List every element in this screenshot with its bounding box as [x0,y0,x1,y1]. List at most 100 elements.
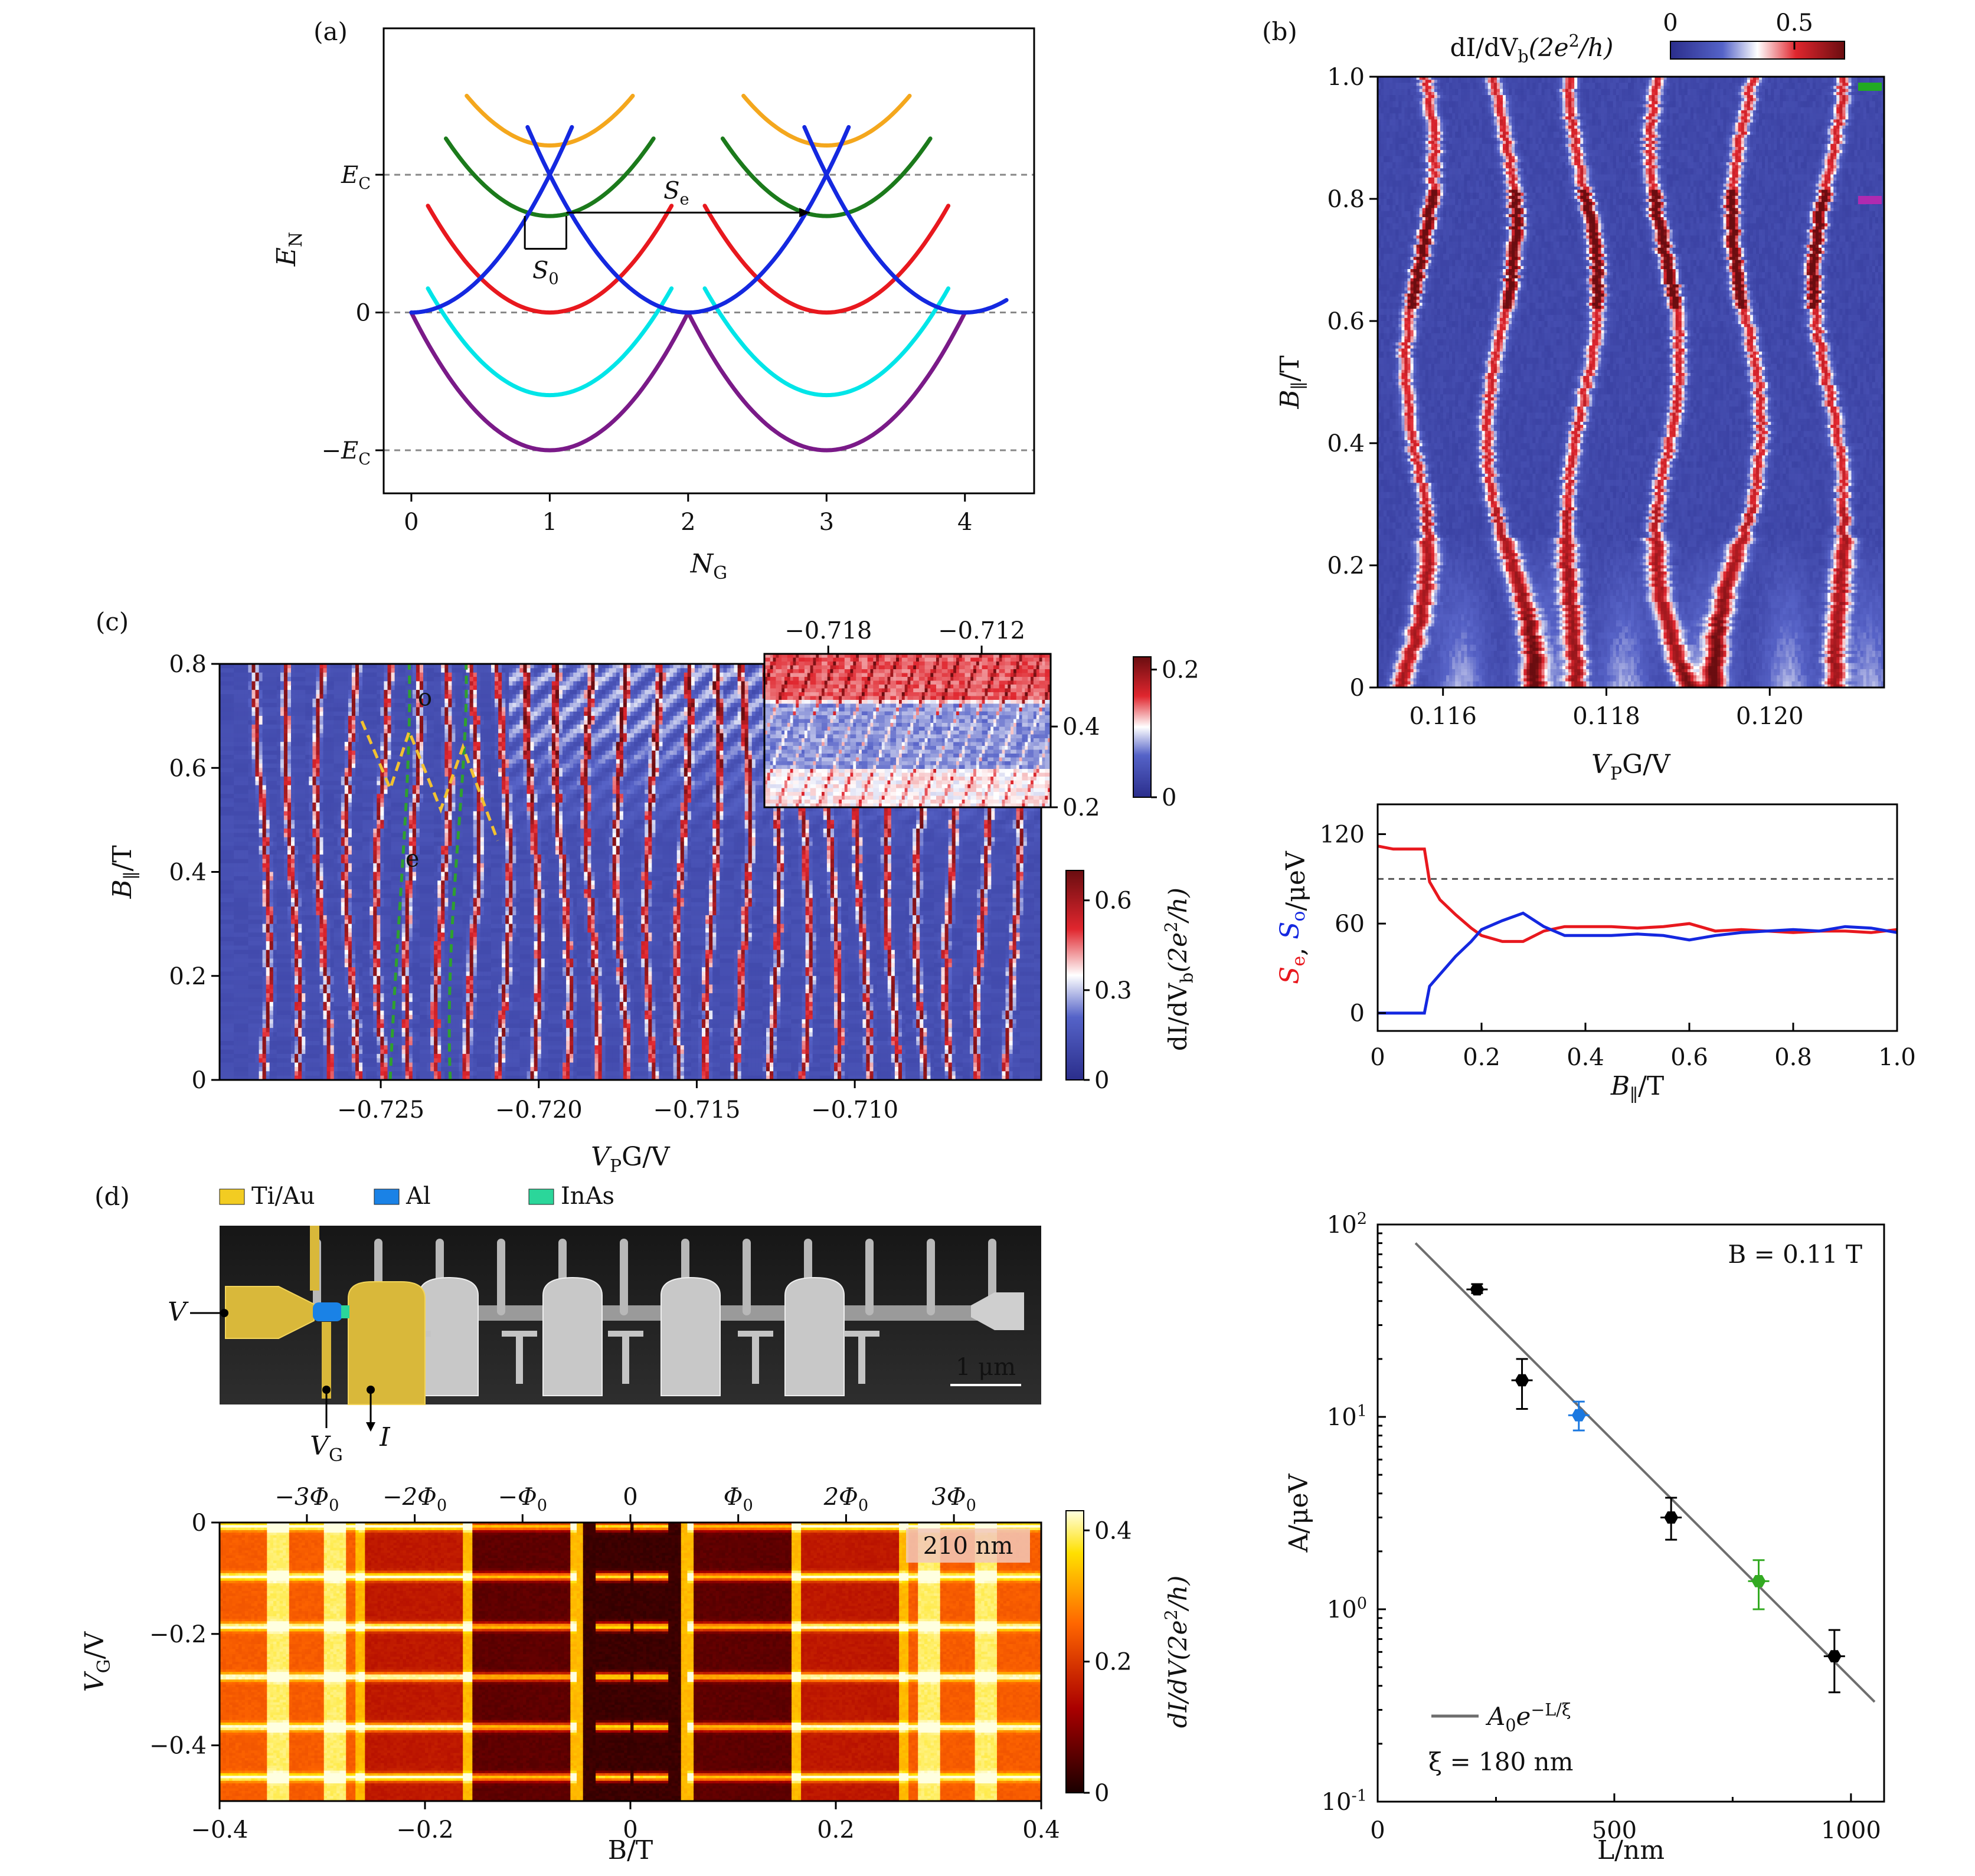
inset-ytick-label: 0.2 [1062,794,1100,821]
legend-swatch [220,1189,244,1204]
series-curve-3-1 [705,289,949,395]
series-curve-2-0 [428,206,672,313]
sem-scale-bar [950,1384,1021,1386]
yaxis-bl-tick-label: 0 [1350,1000,1365,1027]
axes-b-lower [1378,804,1897,1031]
colorbar-d-tick-label: 0.4 [1094,1517,1132,1544]
legend-label: Al [406,1183,431,1210]
label-I-dot [367,1386,375,1394]
colorbar-inset [1133,657,1151,797]
se-annotation: Se [663,177,689,208]
colorbar-c-tick-label: 0.3 [1094,977,1132,1004]
top-axis-d-tick-label: −3Φ0 [274,1484,339,1515]
xaxis-bl-tick-label: 0.4 [1567,1044,1604,1071]
colorbar-c-label: dI/dVb(2e2/h) [1161,888,1196,1051]
yaxis-a-label: EN [272,232,306,267]
colorbar-d-label: dI/dV(2e2/h) [1161,1576,1192,1728]
xaxis-c-label: VPG/V [591,1142,671,1177]
series-curve-2-1 [705,206,949,313]
xaxis-a-tick-label: 2 [681,509,695,536]
sem-gate [620,1239,628,1315]
top-axis-d-tick-label: 0 [623,1484,637,1511]
yaxis-c-tick-label: 0.8 [169,651,207,678]
fit-note: ξ = 180 nm [1428,1747,1573,1776]
series-curve-3-0 [428,289,672,395]
colorbar-d [1066,1511,1084,1793]
panel-b-label: (b) [1262,17,1297,46]
panel-c-label: (c) [96,607,129,636]
heatmap-c-inset [764,654,1051,808]
sem-gate [927,1239,935,1315]
xaxis-a-tick-label: 3 [819,509,834,536]
s0-annotation: S0 [532,257,559,289]
inset-ytick-label: 0.4 [1062,713,1100,741]
s0-bracket [525,216,566,248]
xaxis-b-tick-label: 0.120 [1736,703,1804,730]
yaxis-c-tick-label: 0 [192,1067,207,1094]
xaxis-c-tick-label: −0.715 [653,1096,740,1124]
yaxis-bl-label: Se, So/μeV [1275,850,1311,984]
top-axis-d-tick-label: 2Φ0 [823,1484,869,1515]
scatter-point-4 [1752,1575,1766,1587]
sem-al-island [313,1302,342,1321]
sem-gate [865,1239,874,1315]
yaxis-c-tick-label: 0.2 [169,963,207,990]
sem-contact [785,1278,844,1396]
xaxis-b-tick-label: 0.116 [1409,703,1477,730]
top-axis-d-tick-label: Φ0 [724,1484,753,1515]
yaxis-b-tick-label: 0.4 [1327,430,1365,457]
annotation-e: e [406,846,420,873]
top-axis-d-tick-label: −2Φ0 [382,1484,447,1515]
sem-scale-label: 1 μm [956,1354,1016,1381]
legend-label: InAs [561,1183,614,1210]
colorbar-c-tick-label: 0 [1094,1067,1109,1094]
colorbar-b [1670,41,1845,59]
yaxis-b-tick-label: 1.0 [1327,64,1365,91]
sem-inas [341,1305,349,1318]
xaxis-e-label: L/nm [1597,1835,1665,1865]
label-VG-dot [322,1386,331,1394]
legend-swatch [529,1189,554,1204]
yaxis-bl-tick-label: 60 [1335,911,1365,938]
yaxis-d-tick-label: −0.4 [149,1733,207,1760]
label-V: V [168,1297,189,1327]
sem-contact [661,1278,720,1396]
yaxis-c-label: B∥/T [107,845,142,899]
xaxis-c-tick-label: −0.720 [495,1096,583,1124]
xaxis-c-tick-label: −0.710 [811,1096,898,1124]
label-VG: VG [310,1431,343,1466]
top-axis-d-tick-label: 3Φ0 [931,1484,976,1515]
axes-a [384,28,1034,493]
xaxis-bl-tick-label: 1.0 [1878,1044,1916,1071]
colorbar-b-tick-label: 0.5 [1775,9,1813,37]
xaxis-a-label: NG [690,549,727,584]
colorbar-b-tick-label: 0 [1663,9,1678,37]
top-axis-d-tick-label: −Φ0 [498,1484,547,1515]
fit-line [1415,1243,1875,1702]
xaxis-d-tick-label: −0.4 [191,1816,248,1844]
xaxis-b-label: VPG/V [1591,749,1671,784]
colorbar-c [1066,870,1084,1080]
xaxis-e-tick-label: 0 [1370,1817,1385,1844]
series-curve-4-1 [688,313,965,450]
yaxis-e-tick-label: 100 [1327,1595,1367,1623]
figure: (a)0 1 2 3 4EC0−ECNGENSeS0(b)0.116 0.118 0.120… [0,0,1975,1876]
length-badge-label: 210 nm [923,1533,1013,1560]
annotation-o: o [418,685,432,712]
colorbar-c-tick-label: 0.6 [1094,888,1132,915]
yaxis-a-tick-label: −EC [321,437,371,469]
sem-tiau-gate [310,1226,319,1291]
xaxis-b-tick-label: 0.118 [1572,703,1640,730]
sem-tiau-contact [348,1282,425,1404]
colorbar-b-label: dI/dVb(2e2/h) [1450,31,1614,66]
yaxis-b-tick-label: 0 [1350,675,1365,702]
series-curve-4-0 [411,313,688,450]
label-V-dot [220,1309,228,1317]
xaxis-d-tick-label: 0.2 [817,1816,855,1844]
legend-label: Ti/Au [251,1183,315,1210]
xaxis-c-tick-label: −0.725 [337,1096,424,1124]
xaxis-d-tick-label: 0.4 [1022,1816,1060,1844]
series-curve-blue-1 [528,127,849,312]
series-curve-0-1 [744,96,910,145]
marker-green [1858,83,1882,91]
